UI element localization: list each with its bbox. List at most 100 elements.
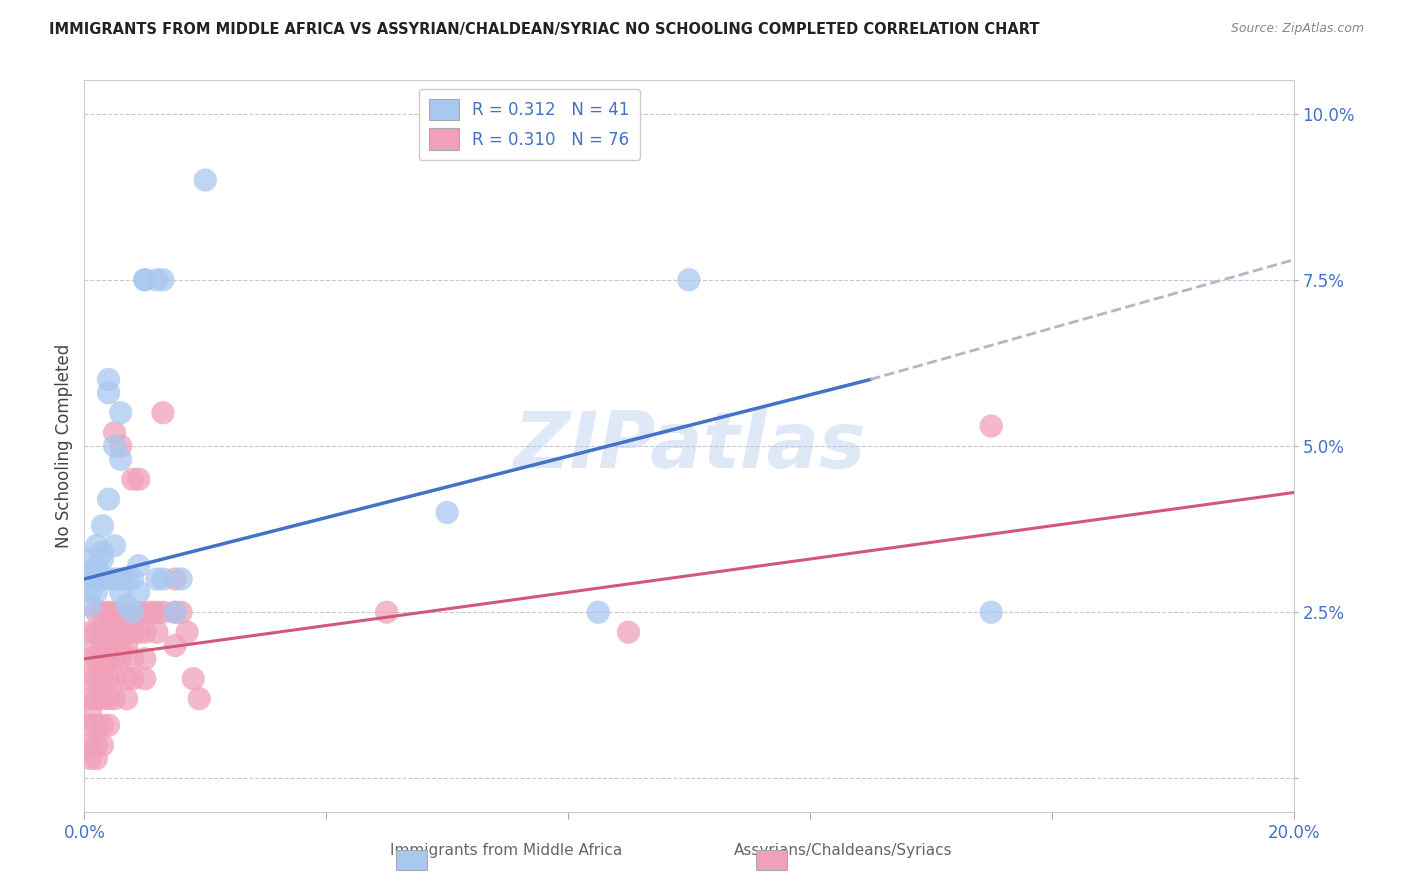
Text: ZIPatlas: ZIPatlas	[513, 408, 865, 484]
Point	[91, 605, 114, 619]
Point	[79, 751, 101, 765]
Point	[134, 273, 156, 287]
Point	[163, 605, 186, 619]
Point	[128, 472, 150, 486]
Point	[86, 625, 108, 640]
Point	[110, 406, 132, 420]
Point	[86, 751, 108, 765]
Point	[121, 472, 143, 486]
Point	[152, 572, 174, 586]
Point	[104, 691, 127, 706]
Point	[188, 691, 211, 706]
Point	[115, 605, 138, 619]
Point	[110, 639, 132, 653]
Point	[79, 652, 101, 666]
Point	[91, 545, 114, 559]
Point	[97, 492, 120, 507]
Point	[79, 718, 101, 732]
Point	[91, 718, 114, 732]
Point	[176, 625, 198, 640]
Point	[588, 605, 610, 619]
Point	[86, 539, 108, 553]
Point	[79, 599, 101, 613]
Point	[97, 691, 120, 706]
Point	[97, 605, 120, 619]
Point	[121, 572, 143, 586]
Point	[91, 738, 114, 752]
Point	[146, 625, 169, 640]
Point	[163, 639, 186, 653]
Point	[104, 652, 127, 666]
Point	[79, 672, 101, 686]
Point	[128, 605, 150, 619]
Text: Immigrants from Middle Africa: Immigrants from Middle Africa	[389, 843, 623, 858]
Point	[115, 625, 138, 640]
Point	[181, 672, 204, 686]
Point	[128, 558, 150, 573]
Point	[139, 605, 162, 619]
Point	[163, 572, 186, 586]
Point	[121, 625, 143, 640]
Point	[121, 672, 143, 686]
Point	[110, 439, 132, 453]
Point	[97, 652, 120, 666]
Point	[115, 599, 138, 613]
Point	[134, 605, 156, 619]
Point	[97, 372, 120, 386]
Point	[86, 718, 108, 732]
Point	[134, 625, 156, 640]
Point	[91, 691, 114, 706]
Text: IMMIGRANTS FROM MIDDLE AFRICA VS ASSYRIAN/CHALDEAN/SYRIAC NO SCHOOLING COMPLETED: IMMIGRANTS FROM MIDDLE AFRICA VS ASSYRIA…	[49, 22, 1039, 37]
Point	[115, 572, 138, 586]
Point	[79, 625, 101, 640]
Point	[110, 652, 132, 666]
Point	[86, 566, 108, 580]
Point	[146, 273, 169, 287]
Point	[980, 605, 1002, 619]
Point	[170, 605, 193, 619]
Point	[86, 672, 108, 686]
Point	[194, 173, 217, 187]
Point	[79, 738, 101, 752]
Text: Source: ZipAtlas.com: Source: ZipAtlas.com	[1230, 22, 1364, 36]
Point	[86, 585, 108, 599]
Point	[86, 652, 108, 666]
Point	[91, 518, 114, 533]
Point	[91, 572, 114, 586]
Point	[104, 539, 127, 553]
Point	[91, 552, 114, 566]
Point	[91, 625, 114, 640]
Point	[86, 738, 108, 752]
Point	[121, 605, 143, 619]
Point	[91, 639, 114, 653]
Point	[152, 406, 174, 420]
Point	[104, 439, 127, 453]
Point	[163, 605, 186, 619]
Point	[97, 385, 120, 400]
Point	[104, 625, 127, 640]
Point	[678, 273, 700, 287]
Point	[104, 672, 127, 686]
Point	[86, 558, 108, 573]
Point	[146, 605, 169, 619]
Point	[121, 652, 143, 666]
Point	[79, 705, 101, 719]
Point	[115, 691, 138, 706]
Point	[115, 639, 138, 653]
Point	[134, 672, 156, 686]
Point	[375, 605, 398, 619]
Point	[86, 691, 108, 706]
Point	[146, 572, 169, 586]
Point	[79, 572, 101, 586]
Point	[617, 625, 640, 640]
Y-axis label: No Schooling Completed: No Schooling Completed	[55, 344, 73, 548]
Point	[110, 585, 132, 599]
Point	[110, 572, 132, 586]
Point	[79, 691, 101, 706]
Point	[134, 273, 156, 287]
Point	[152, 605, 174, 619]
Point	[86, 605, 108, 619]
Point	[104, 639, 127, 653]
Point	[115, 672, 138, 686]
Point	[97, 625, 120, 640]
